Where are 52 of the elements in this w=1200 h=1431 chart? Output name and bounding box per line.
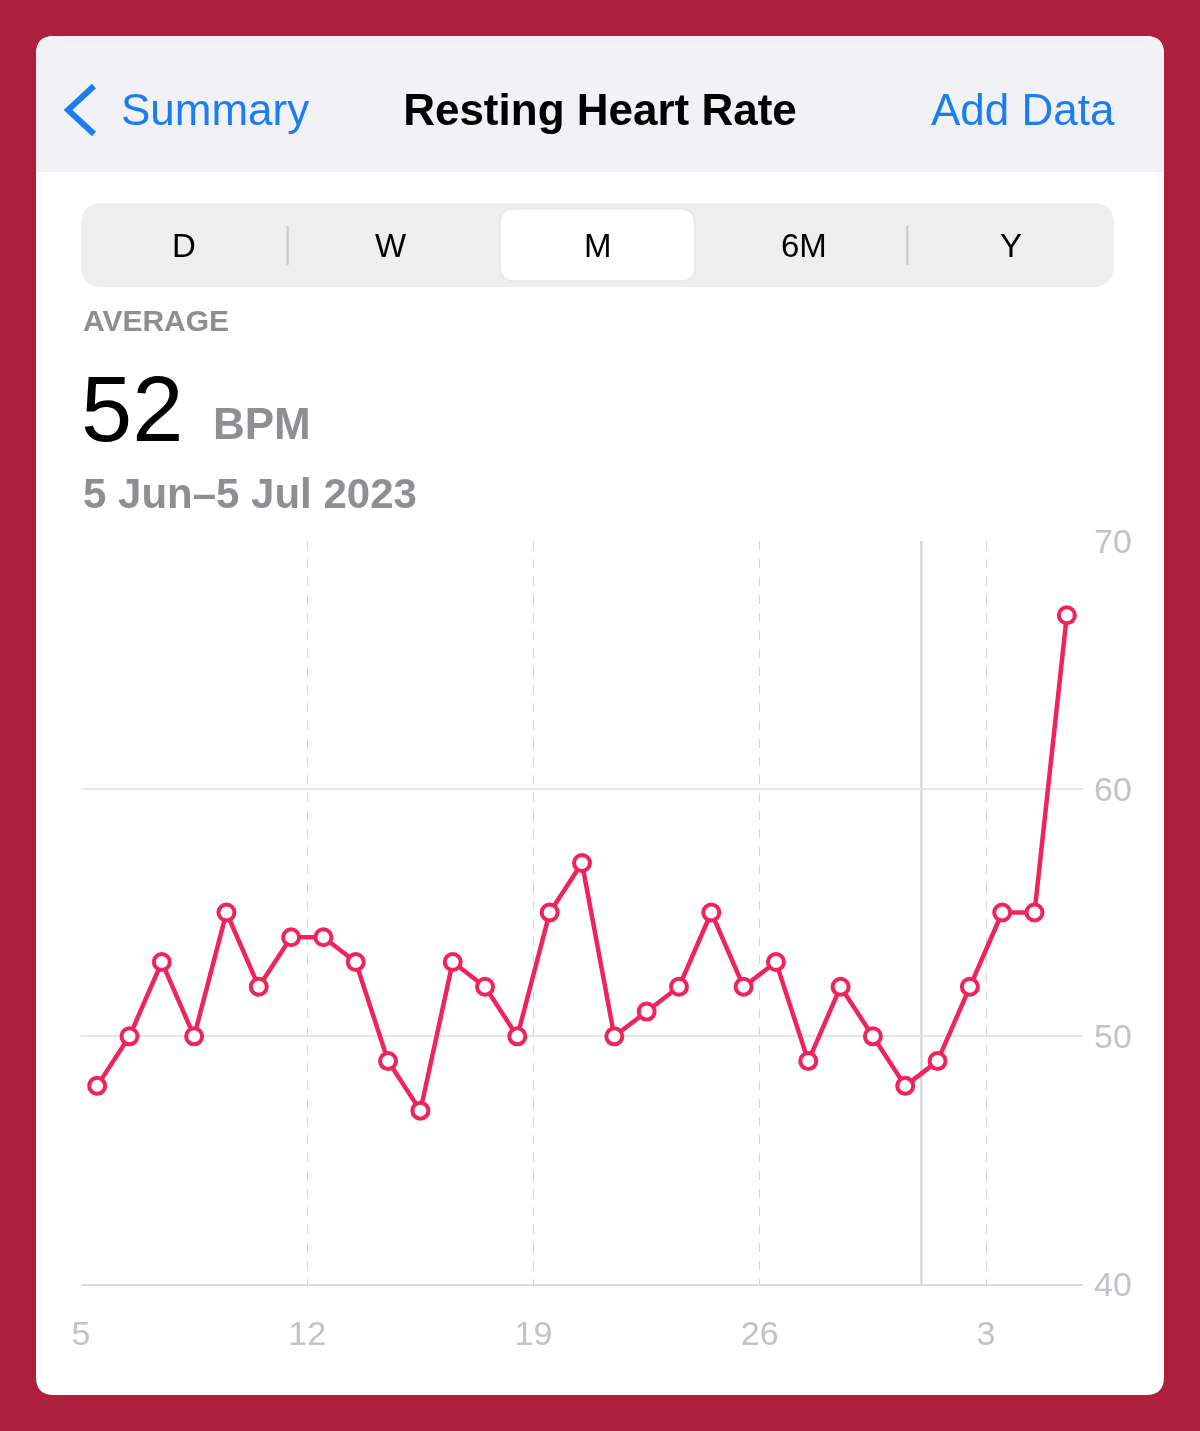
text: D — [172, 227, 196, 264]
point — [992, 902, 1013, 923]
point — [410, 1100, 431, 1121]
point — [539, 902, 560, 923]
text: Add Data — [931, 85, 1115, 134]
chart-title: Resting Heart Rate — [403, 85, 797, 135]
point — [604, 1026, 625, 1047]
point — [151, 952, 172, 973]
text: 5 Jun–5 Jul 2023 — [83, 470, 417, 517]
point — [927, 1051, 948, 1072]
text: M — [584, 227, 612, 264]
point — [701, 902, 722, 923]
point — [765, 952, 786, 973]
point — [507, 1026, 528, 1047]
point — [281, 927, 302, 948]
text: 52 — [81, 358, 184, 460]
x-tick-label: 3 — [976, 1313, 996, 1352]
point — [895, 1075, 916, 1096]
text: Summary — [121, 85, 310, 134]
point — [668, 976, 689, 997]
point — [313, 927, 334, 948]
y-tick-label: 40 — [1094, 1264, 1132, 1303]
point — [87, 1075, 108, 1096]
point — [119, 1026, 140, 1047]
point — [475, 976, 496, 997]
text: AVERAGE — [83, 304, 230, 337]
point — [862, 1026, 883, 1047]
point — [184, 1026, 205, 1047]
point — [378, 1051, 399, 1072]
x-tick-label: 26 — [740, 1313, 779, 1352]
text: Y — [1000, 227, 1023, 264]
point — [636, 1001, 657, 1022]
text: W — [375, 227, 407, 264]
point — [830, 976, 851, 997]
point — [572, 852, 592, 873]
text: 6M — [781, 227, 827, 264]
point — [1056, 605, 1077, 626]
point — [733, 976, 754, 997]
x-tick-label: 19 — [514, 1313, 553, 1352]
point — [345, 952, 366, 973]
point — [216, 902, 237, 923]
point — [442, 952, 463, 973]
x-tick-label: 5 — [71, 1313, 91, 1352]
point — [1024, 902, 1045, 923]
point — [248, 976, 269, 997]
y-tick-label: 50 — [1094, 1017, 1132, 1056]
point — [798, 1051, 819, 1072]
point — [959, 976, 980, 997]
x-tick-label: 12 — [288, 1313, 327, 1352]
text: BPM — [213, 399, 311, 448]
y-tick-label: 70 — [1094, 521, 1132, 560]
y-tick-label: 60 — [1094, 769, 1132, 808]
